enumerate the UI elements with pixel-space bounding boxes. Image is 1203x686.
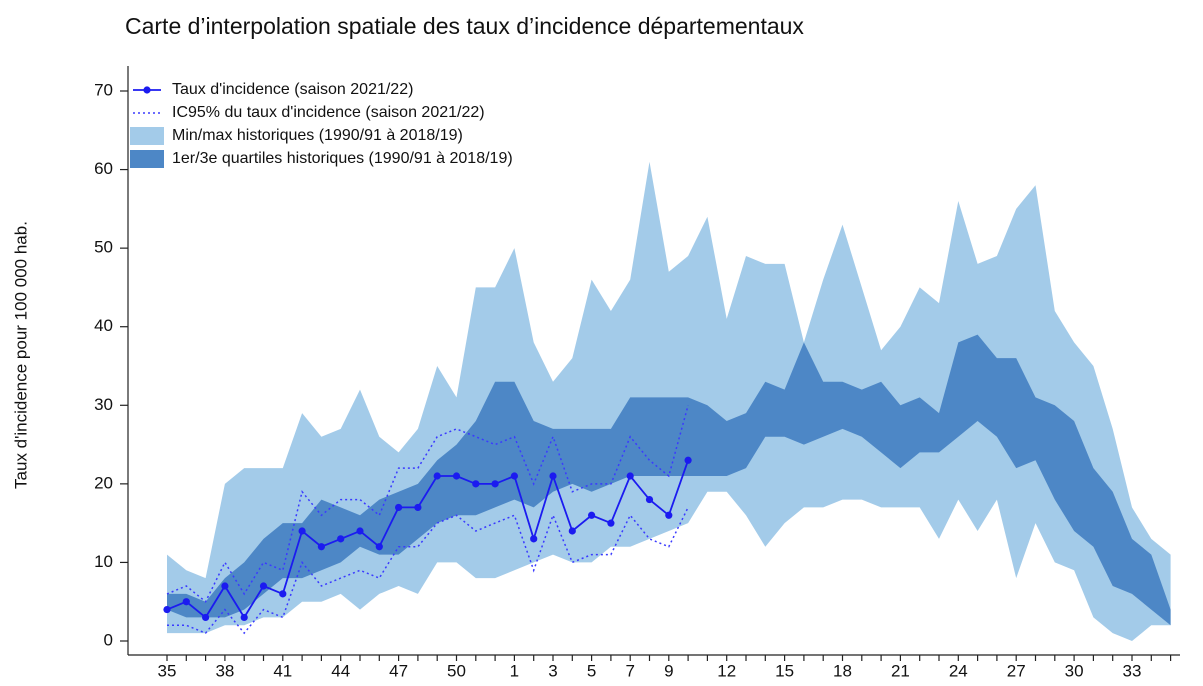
point xyxy=(240,613,248,622)
point xyxy=(607,519,615,527)
point xyxy=(549,472,557,480)
x-tick-label: 1 xyxy=(510,661,519,680)
band xyxy=(167,334,1171,626)
point xyxy=(279,590,287,598)
point xyxy=(375,543,383,551)
legend-label: Min/max historiques (1990/91 à 2018/19) xyxy=(172,127,463,144)
point xyxy=(163,605,171,614)
point xyxy=(568,527,576,535)
x-tick-label: 3 xyxy=(548,661,557,680)
point xyxy=(182,598,190,606)
point xyxy=(665,511,673,519)
ci-line xyxy=(167,507,689,635)
point xyxy=(588,511,596,519)
point xyxy=(221,582,229,590)
point xyxy=(452,472,461,480)
point xyxy=(356,527,364,535)
x-tick-label: 5 xyxy=(587,661,596,680)
point xyxy=(298,527,306,535)
x-tick-label: 47 xyxy=(389,661,408,680)
x-tick-label: 27 xyxy=(1007,661,1026,680)
x-tick-label: 9 xyxy=(664,661,673,680)
x-tick-label: 18 xyxy=(833,661,852,680)
x-tick-label: 33 xyxy=(1123,661,1142,680)
x-tick-label: 41 xyxy=(273,661,292,680)
y-tick-label: 30 xyxy=(94,395,113,414)
point xyxy=(645,495,654,504)
legend-swatch xyxy=(143,86,151,94)
point xyxy=(395,503,403,512)
x-tick-label: 24 xyxy=(949,661,968,680)
line xyxy=(166,460,689,620)
y-tick-label: 60 xyxy=(94,159,113,178)
legend-label: Taux d'incidence (saison 2021/22) xyxy=(172,81,413,98)
point xyxy=(510,472,518,480)
point xyxy=(337,535,345,543)
legend-label: 1er/3e quartiles historiques (1990/91 à … xyxy=(172,150,513,167)
x-tick-label: 38 xyxy=(215,661,234,680)
point xyxy=(202,613,210,622)
y-tick-label: 0 xyxy=(104,630,113,649)
x-tick-label: 30 xyxy=(1065,661,1084,680)
y-tick-label: 70 xyxy=(94,80,113,99)
point xyxy=(414,503,422,512)
point xyxy=(626,472,634,480)
y-tick-label: 10 xyxy=(94,552,113,571)
x-tick-label: 21 xyxy=(891,661,910,680)
y-axis-label: Taux d'incidence pour 100 000 hab. xyxy=(11,221,30,489)
legend-label: IC95% du taux d'incidence (saison 2021/2… xyxy=(172,104,485,121)
x-tick-label: 50 xyxy=(447,661,466,680)
point xyxy=(684,456,692,464)
legend-swatch xyxy=(130,150,164,168)
point xyxy=(530,535,538,543)
x-tick-label: 44 xyxy=(331,661,350,680)
y-tick-label: 20 xyxy=(94,473,113,492)
x-tick-label: 12 xyxy=(717,661,736,680)
point xyxy=(259,582,268,590)
point xyxy=(317,543,325,551)
x-tick-label: 7 xyxy=(625,661,634,680)
legend-swatch xyxy=(130,127,164,145)
ci-line xyxy=(166,405,689,603)
point xyxy=(472,480,480,488)
chart-title: Carte d’interpolation spatiale des taux … xyxy=(125,13,804,39)
x-tick-label: 35 xyxy=(158,661,177,680)
y-tick-label: 40 xyxy=(94,316,113,335)
point xyxy=(491,480,499,488)
point xyxy=(433,472,441,480)
y-tick-label: 50 xyxy=(94,238,113,257)
x-tick-label: 15 xyxy=(775,661,794,680)
